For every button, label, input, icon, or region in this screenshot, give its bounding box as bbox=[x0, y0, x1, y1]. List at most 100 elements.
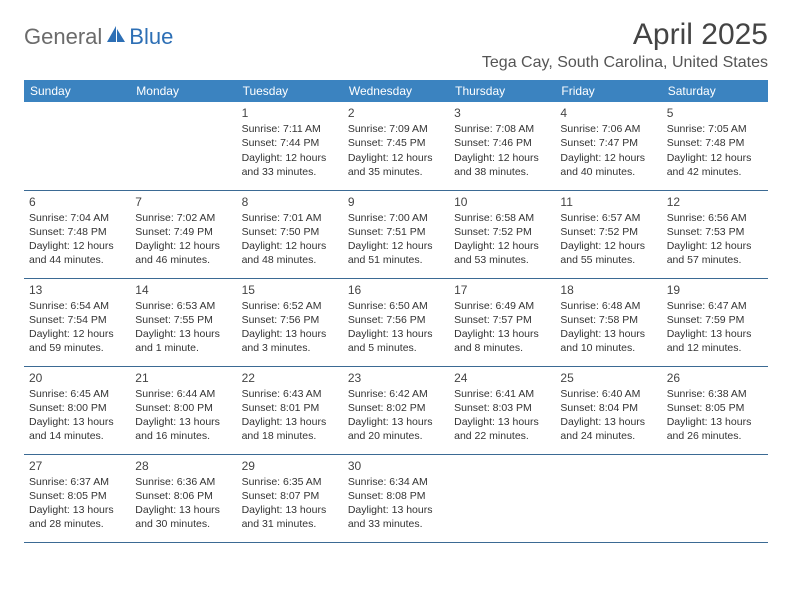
calendar-cell: 5Sunrise: 7:05 AMSunset: 7:48 PMDaylight… bbox=[662, 102, 768, 190]
sunrise-text: Sunrise: 6:50 AM bbox=[348, 299, 444, 313]
day-number: 29 bbox=[242, 458, 338, 474]
sunset-text: Sunset: 8:08 PM bbox=[348, 489, 444, 503]
sunrise-text: Sunrise: 7:11 AM bbox=[242, 122, 338, 136]
sunset-text: Sunset: 8:06 PM bbox=[135, 489, 231, 503]
calendar-cell bbox=[130, 102, 236, 190]
calendar-cell: 23Sunrise: 6:42 AMSunset: 8:02 PMDayligh… bbox=[343, 366, 449, 454]
calendar-cell: 11Sunrise: 6:57 AMSunset: 7:52 PMDayligh… bbox=[555, 190, 661, 278]
daylight-text: and 12 minutes. bbox=[667, 341, 763, 355]
dayheader-wednesday: Wednesday bbox=[343, 80, 449, 102]
daylight-text: Daylight: 13 hours bbox=[560, 415, 656, 429]
daylight-text: and 42 minutes. bbox=[667, 165, 763, 179]
sunrise-text: Sunrise: 6:49 AM bbox=[454, 299, 550, 313]
daylight-text: and 31 minutes. bbox=[242, 517, 338, 531]
brand-text-blue: Blue bbox=[129, 24, 173, 50]
daylight-text: Daylight: 13 hours bbox=[242, 503, 338, 517]
calendar-cell: 22Sunrise: 6:43 AMSunset: 8:01 PMDayligh… bbox=[237, 366, 343, 454]
daylight-text: Daylight: 12 hours bbox=[560, 239, 656, 253]
brand-logo: General Blue bbox=[24, 24, 173, 50]
daylight-text: Daylight: 13 hours bbox=[348, 415, 444, 429]
sunset-text: Sunset: 8:00 PM bbox=[135, 401, 231, 415]
sunrise-text: Sunrise: 6:54 AM bbox=[29, 299, 125, 313]
day-number: 15 bbox=[242, 282, 338, 298]
sunrise-text: Sunrise: 6:44 AM bbox=[135, 387, 231, 401]
calendar-week: 1Sunrise: 7:11 AMSunset: 7:44 PMDaylight… bbox=[24, 102, 768, 190]
day-number: 8 bbox=[242, 194, 338, 210]
daylight-text: and 55 minutes. bbox=[560, 253, 656, 267]
sunset-text: Sunset: 7:45 PM bbox=[348, 136, 444, 150]
daylight-text: Daylight: 13 hours bbox=[135, 415, 231, 429]
sunset-text: Sunset: 7:54 PM bbox=[29, 313, 125, 327]
header: General Blue April 2025 Tega Cay, South … bbox=[24, 18, 768, 72]
sunset-text: Sunset: 7:56 PM bbox=[348, 313, 444, 327]
calendar-cell: 19Sunrise: 6:47 AMSunset: 7:59 PMDayligh… bbox=[662, 278, 768, 366]
calendar-cell: 16Sunrise: 6:50 AMSunset: 7:56 PMDayligh… bbox=[343, 278, 449, 366]
daylight-text: Daylight: 12 hours bbox=[667, 239, 763, 253]
dayheader-tuesday: Tuesday bbox=[237, 80, 343, 102]
calendar-cell: 13Sunrise: 6:54 AMSunset: 7:54 PMDayligh… bbox=[24, 278, 130, 366]
daylight-text: Daylight: 13 hours bbox=[348, 327, 444, 341]
daylight-text: and 16 minutes. bbox=[135, 429, 231, 443]
day-number: 11 bbox=[560, 194, 656, 210]
sunset-text: Sunset: 7:49 PM bbox=[135, 225, 231, 239]
sunrise-text: Sunrise: 6:45 AM bbox=[29, 387, 125, 401]
calendar-cell bbox=[449, 454, 555, 542]
location-label: Tega Cay, South Carolina, United States bbox=[482, 54, 768, 72]
sunset-text: Sunset: 8:04 PM bbox=[560, 401, 656, 415]
daylight-text: Daylight: 13 hours bbox=[560, 327, 656, 341]
sunset-text: Sunset: 8:05 PM bbox=[667, 401, 763, 415]
sunset-text: Sunset: 7:52 PM bbox=[560, 225, 656, 239]
sunset-text: Sunset: 7:46 PM bbox=[454, 136, 550, 150]
daylight-text: Daylight: 12 hours bbox=[454, 239, 550, 253]
sunset-text: Sunset: 7:52 PM bbox=[454, 225, 550, 239]
dayheader-friday: Friday bbox=[555, 80, 661, 102]
sunset-text: Sunset: 7:58 PM bbox=[560, 313, 656, 327]
dayheader-monday: Monday bbox=[130, 80, 236, 102]
daylight-text: and 18 minutes. bbox=[242, 429, 338, 443]
sunrise-text: Sunrise: 7:06 AM bbox=[560, 122, 656, 136]
daylight-text: Daylight: 13 hours bbox=[135, 327, 231, 341]
sunrise-text: Sunrise: 6:37 AM bbox=[29, 475, 125, 489]
daylight-text: and 38 minutes. bbox=[454, 165, 550, 179]
calendar-cell: 12Sunrise: 6:56 AMSunset: 7:53 PMDayligh… bbox=[662, 190, 768, 278]
day-number: 26 bbox=[667, 370, 763, 386]
daylight-text: and 3 minutes. bbox=[242, 341, 338, 355]
daylight-text: Daylight: 13 hours bbox=[242, 415, 338, 429]
daylight-text: Daylight: 13 hours bbox=[454, 415, 550, 429]
sunrise-text: Sunrise: 6:53 AM bbox=[135, 299, 231, 313]
sunset-text: Sunset: 7:59 PM bbox=[667, 313, 763, 327]
sunrise-text: Sunrise: 6:41 AM bbox=[454, 387, 550, 401]
calendar-cell: 30Sunrise: 6:34 AMSunset: 8:08 PMDayligh… bbox=[343, 454, 449, 542]
daylight-text: Daylight: 12 hours bbox=[348, 151, 444, 165]
sunrise-text: Sunrise: 6:48 AM bbox=[560, 299, 656, 313]
daylight-text: Daylight: 12 hours bbox=[242, 151, 338, 165]
daylight-text: Daylight: 13 hours bbox=[135, 503, 231, 517]
day-number: 25 bbox=[560, 370, 656, 386]
sunset-text: Sunset: 7:55 PM bbox=[135, 313, 231, 327]
calendar-cell: 14Sunrise: 6:53 AMSunset: 7:55 PMDayligh… bbox=[130, 278, 236, 366]
sunset-text: Sunset: 8:07 PM bbox=[242, 489, 338, 503]
daylight-text: and 22 minutes. bbox=[454, 429, 550, 443]
daylight-text: Daylight: 12 hours bbox=[135, 239, 231, 253]
sunrise-text: Sunrise: 7:08 AM bbox=[454, 122, 550, 136]
daylight-text: Daylight: 13 hours bbox=[454, 327, 550, 341]
title-block: April 2025 Tega Cay, South Carolina, Uni… bbox=[482, 18, 768, 72]
calendar-cell: 26Sunrise: 6:38 AMSunset: 8:05 PMDayligh… bbox=[662, 366, 768, 454]
sunrise-text: Sunrise: 6:47 AM bbox=[667, 299, 763, 313]
daylight-text: and 44 minutes. bbox=[29, 253, 125, 267]
day-number: 14 bbox=[135, 282, 231, 298]
sunrise-text: Sunrise: 6:43 AM bbox=[242, 387, 338, 401]
day-header-row: Sunday Monday Tuesday Wednesday Thursday… bbox=[24, 80, 768, 102]
day-number: 24 bbox=[454, 370, 550, 386]
sunrise-text: Sunrise: 6:38 AM bbox=[667, 387, 763, 401]
day-number: 10 bbox=[454, 194, 550, 210]
sunrise-text: Sunrise: 7:01 AM bbox=[242, 211, 338, 225]
daylight-text: and 20 minutes. bbox=[348, 429, 444, 443]
calendar-cell: 15Sunrise: 6:52 AMSunset: 7:56 PMDayligh… bbox=[237, 278, 343, 366]
daylight-text: Daylight: 13 hours bbox=[667, 415, 763, 429]
calendar-cell: 29Sunrise: 6:35 AMSunset: 8:07 PMDayligh… bbox=[237, 454, 343, 542]
day-number: 16 bbox=[348, 282, 444, 298]
day-number: 27 bbox=[29, 458, 125, 474]
sunrise-text: Sunrise: 7:04 AM bbox=[29, 211, 125, 225]
day-number: 7 bbox=[135, 194, 231, 210]
